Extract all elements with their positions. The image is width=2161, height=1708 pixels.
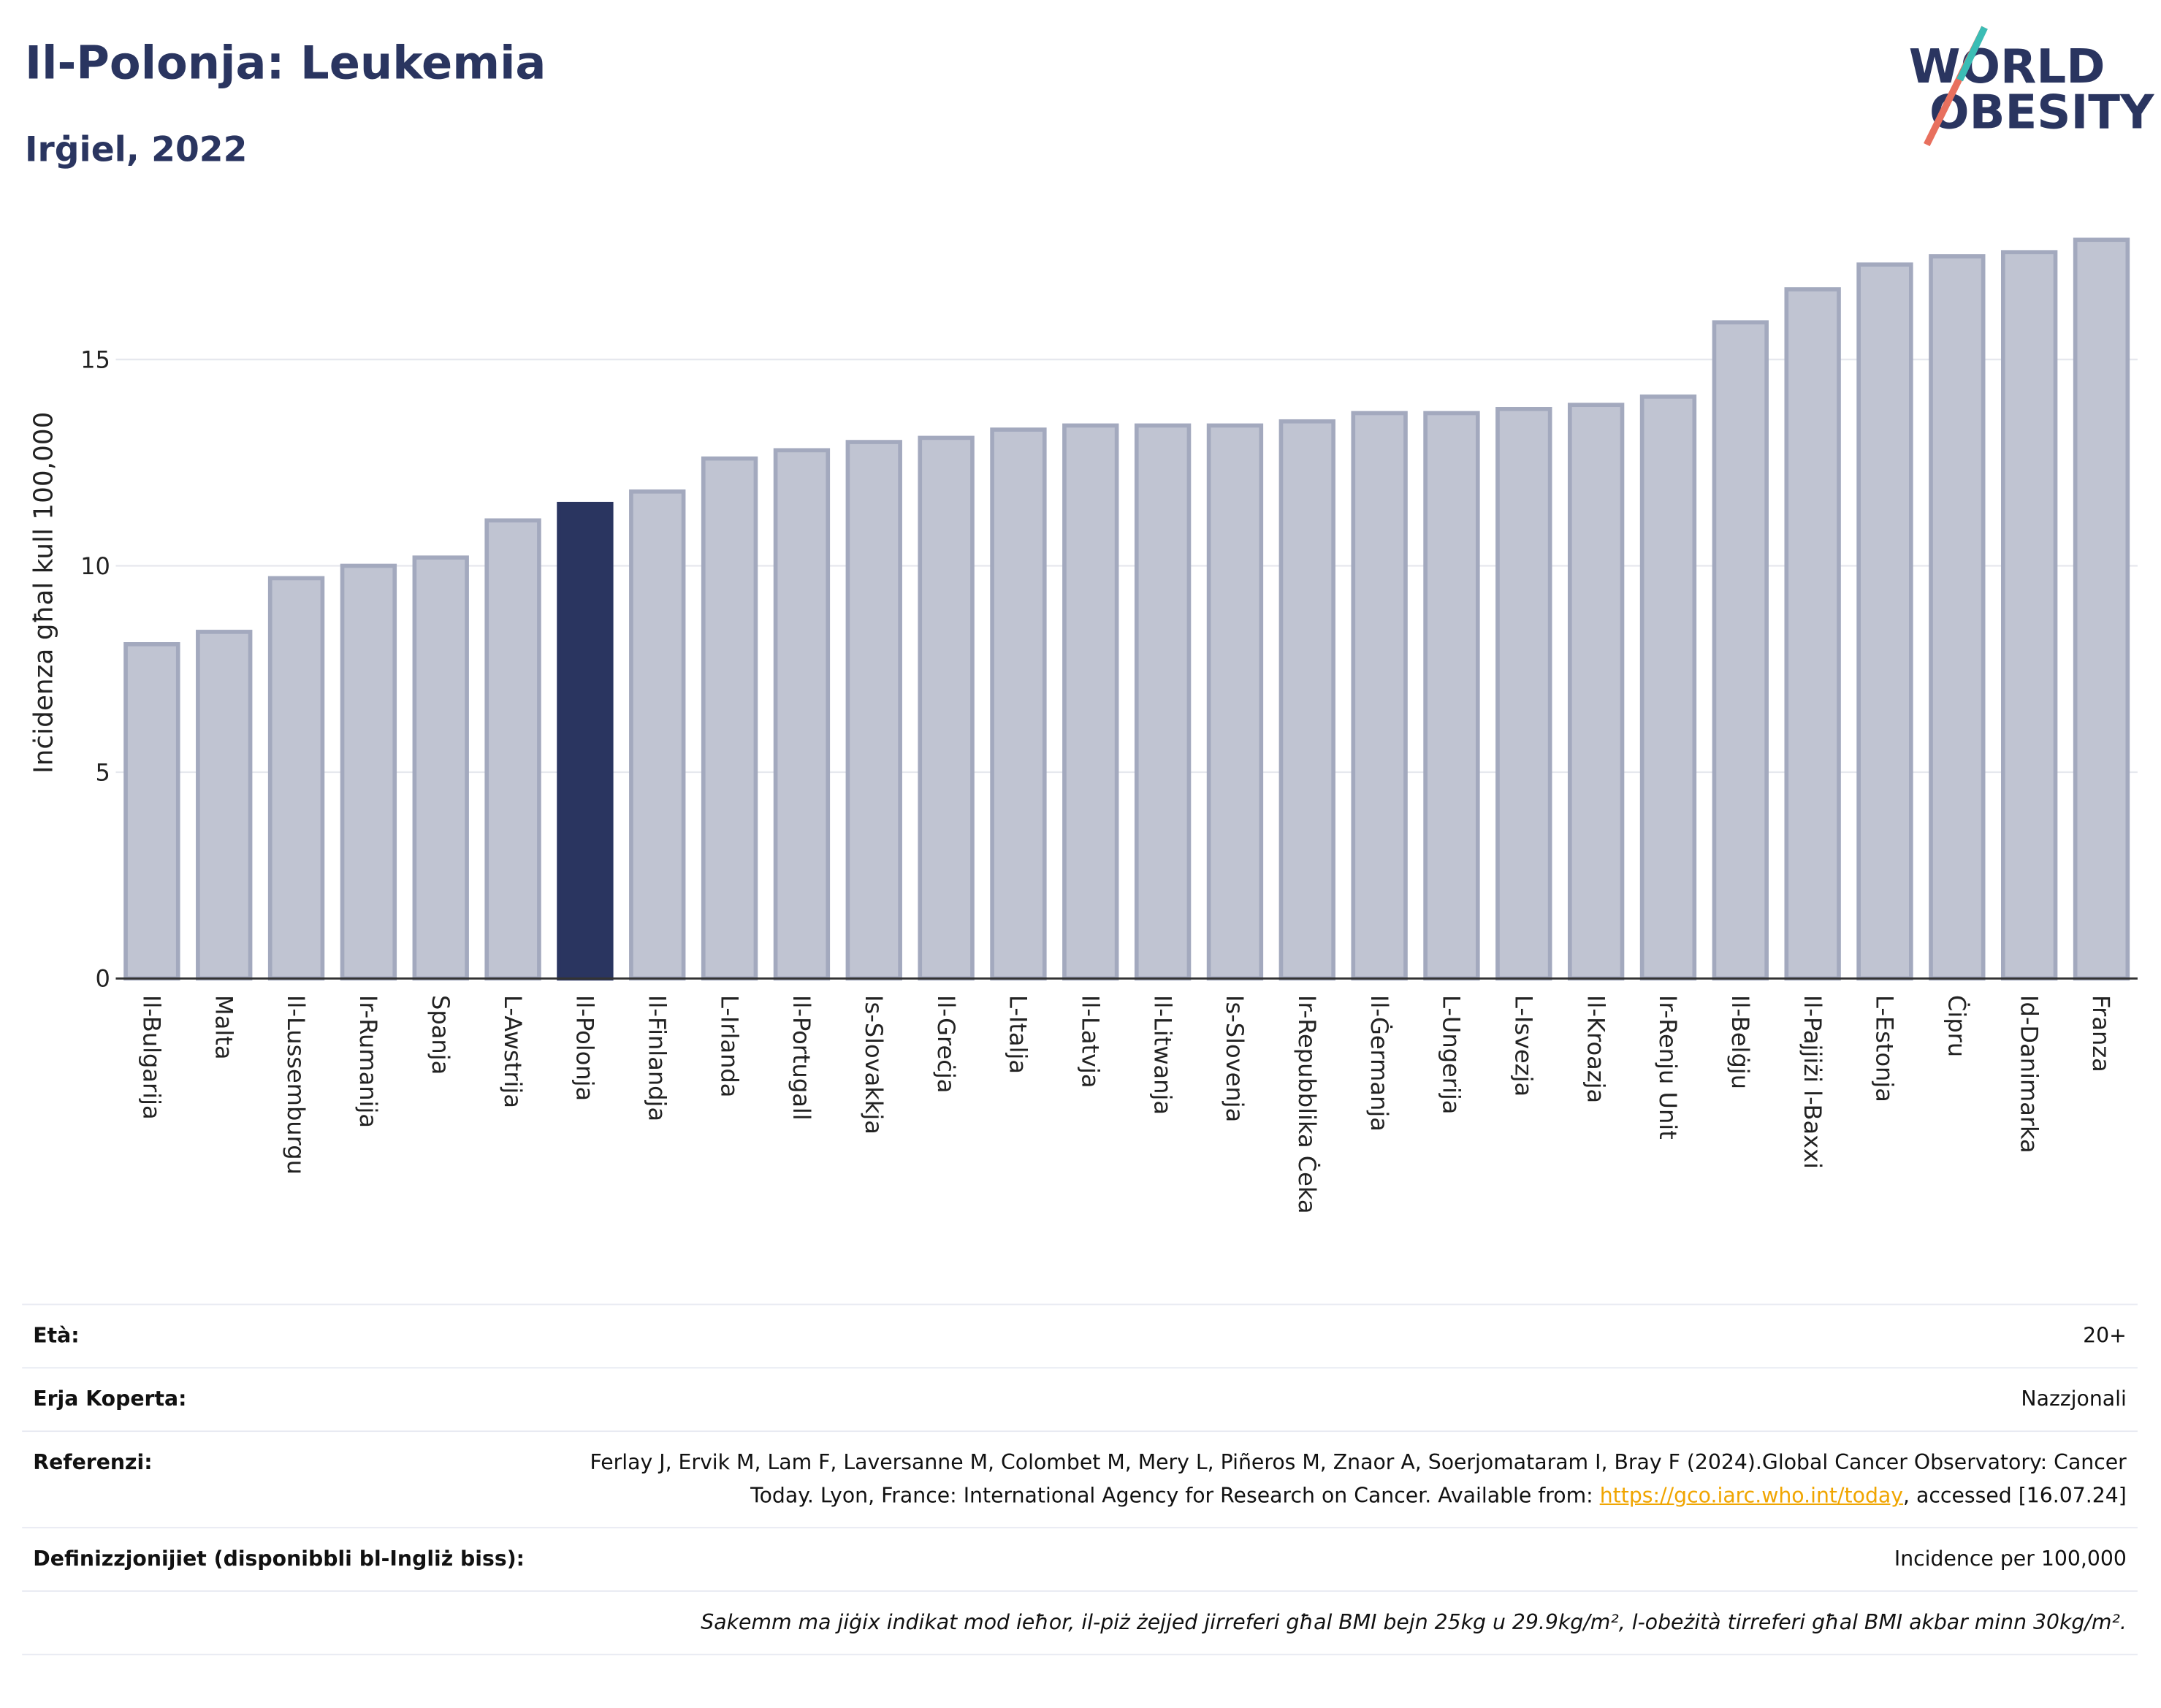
bar — [1278, 419, 1335, 981]
x-tick-label: Id-Danimarka — [2015, 995, 2043, 1154]
bar — [267, 576, 325, 981]
x-tick-label: Il-Portugall — [788, 995, 815, 1121]
bar — [123, 642, 180, 981]
bar — [918, 435, 975, 981]
x-tick-label: Spanja — [427, 995, 454, 1075]
y-tick-label: 0 — [96, 965, 110, 993]
x-tick-label: Il-Bulgarija — [138, 995, 166, 1120]
info-row: Referenzi: Ferlay J, Ervik M, Lam F, Lave… — [22, 1430, 2138, 1527]
x-tick-label: L-Estonja — [1871, 995, 1899, 1102]
bar — [2001, 250, 2058, 981]
info-label: Definizzjonijiet (disponibbli bl-Ingliż … — [33, 1546, 525, 1571]
bar — [845, 440, 902, 981]
bar — [1784, 287, 1841, 981]
ref-text: Ferlay J, Ervik M, Lam F, Laversanne M, … — [590, 1449, 2127, 1508]
x-tick-label: L-Italja — [1005, 995, 1032, 1074]
x-tick-label: Il-Ġermanja — [1365, 995, 1393, 1132]
bar — [629, 489, 686, 981]
bar — [1856, 262, 1913, 981]
info-value: Nazzjonali — [2021, 1386, 2127, 1411]
x-tick-label: Il-Belġju — [1726, 995, 1754, 1089]
bar — [1062, 423, 1119, 981]
x-tick-label: Il-Polonja — [571, 995, 599, 1101]
logo-line1: WORLD — [1909, 39, 2105, 94]
info-row: Definizzjonijiet (disponibbli bl-Ingliż … — [22, 1527, 2138, 1590]
ref-after: , accessed [16.07.24] — [1903, 1482, 2127, 1508]
y-tick-label: 15 — [80, 346, 110, 373]
bar — [1929, 254, 1986, 981]
x-tick-label: L-Ungerija — [1438, 995, 1466, 1114]
x-tick-label: Malta — [210, 995, 237, 1059]
info-table: Età: 20+ Erja Koperta: Nazzjonali Referenz… — [22, 1303, 2138, 1655]
x-tick-label: Il-Lussemburgu — [282, 995, 310, 1175]
bar — [1134, 423, 1192, 981]
bar — [1206, 423, 1264, 981]
bar — [412, 555, 469, 981]
x-tick-label: Il-Kroazja — [1582, 995, 1609, 1103]
bar — [1495, 407, 1552, 981]
bar — [773, 448, 831, 981]
ref-link[interactable]: https://gco.iarc.who.int/today — [1599, 1482, 1904, 1508]
x-tick-label: L-Isvezja — [1509, 995, 1537, 1097]
x-tick-label: L-Awstrija — [499, 995, 527, 1108]
info-row: Sakemm ma jiġix indikat mod ieħor, il-pi… — [22, 1590, 2138, 1655]
logo-line2: OBESITY — [1929, 85, 2155, 140]
bar — [1423, 411, 1480, 981]
info-value: 20+ — [2083, 1323, 2127, 1348]
bar — [1639, 394, 1697, 981]
info-row: Età: 20+ — [22, 1303, 2138, 1368]
bar — [484, 518, 541, 981]
info-label: Età: — [33, 1323, 80, 1348]
info-label: Referenzi: — [33, 1449, 153, 1475]
bar — [1351, 411, 1408, 981]
info-row: Erja Koperta: Nazzjonali — [22, 1367, 2138, 1430]
x-tick-label: Franza — [2087, 995, 2115, 1072]
bar — [1712, 320, 1769, 981]
bar — [1567, 403, 1625, 981]
bar — [2073, 237, 2130, 981]
x-tick-label: Ir-Rumanija — [354, 995, 382, 1128]
info-value: Incidence per 100,000 — [1894, 1546, 2127, 1571]
info-label: Erja Koperta: — [33, 1386, 187, 1411]
bar — [340, 563, 397, 981]
logo: WORLD OBESITY — [1909, 26, 2155, 147]
x-tick-label: Ċipru — [1943, 995, 1971, 1057]
bar — [557, 501, 614, 981]
x-tick-label: Il-Greċja — [932, 995, 960, 1093]
x-tick-label: Il-Finlandja — [643, 995, 671, 1121]
bar — [990, 427, 1047, 981]
chart: WORLD OBESITY Inċidenza għal kull 100,00… — [29, 26, 2155, 1214]
info-note: Sakemm ma jiġix indikat mod ieħor, il-pi… — [701, 1609, 2127, 1635]
y-tick-label: 5 — [96, 758, 110, 786]
title: Il-Polonja: Leukemia — [24, 36, 546, 90]
x-tick-label: Ir-Renju Unit — [1654, 995, 1682, 1140]
x-tick-label: Is-Slovenja — [1221, 995, 1249, 1122]
y-tick-label: 10 — [80, 552, 110, 580]
x-tick-label: Is-Slovakkja — [860, 995, 888, 1135]
subtitle: Irġiel, 2022 — [24, 129, 248, 170]
x-tick-label: L-Irlanda — [715, 995, 743, 1097]
bar — [196, 630, 253, 981]
y-axis-label: Inċidenza għal kull 100,000 — [29, 412, 59, 774]
info-value: Ferlay J, Ervik M, Lam F, Laversanne M, … — [555, 1446, 2127, 1512]
x-tick-label: Il-Pajjiżi l-Baxxi — [1799, 995, 1826, 1169]
x-tick-label: Il-Latvja — [1076, 995, 1104, 1089]
x-tick-label: Il-Litwanja — [1148, 995, 1176, 1115]
logo-slash-top — [1956, 26, 1988, 82]
x-tick-label: Ir-Repubblika Ċeka — [1293, 995, 1321, 1214]
bar — [701, 456, 758, 981]
